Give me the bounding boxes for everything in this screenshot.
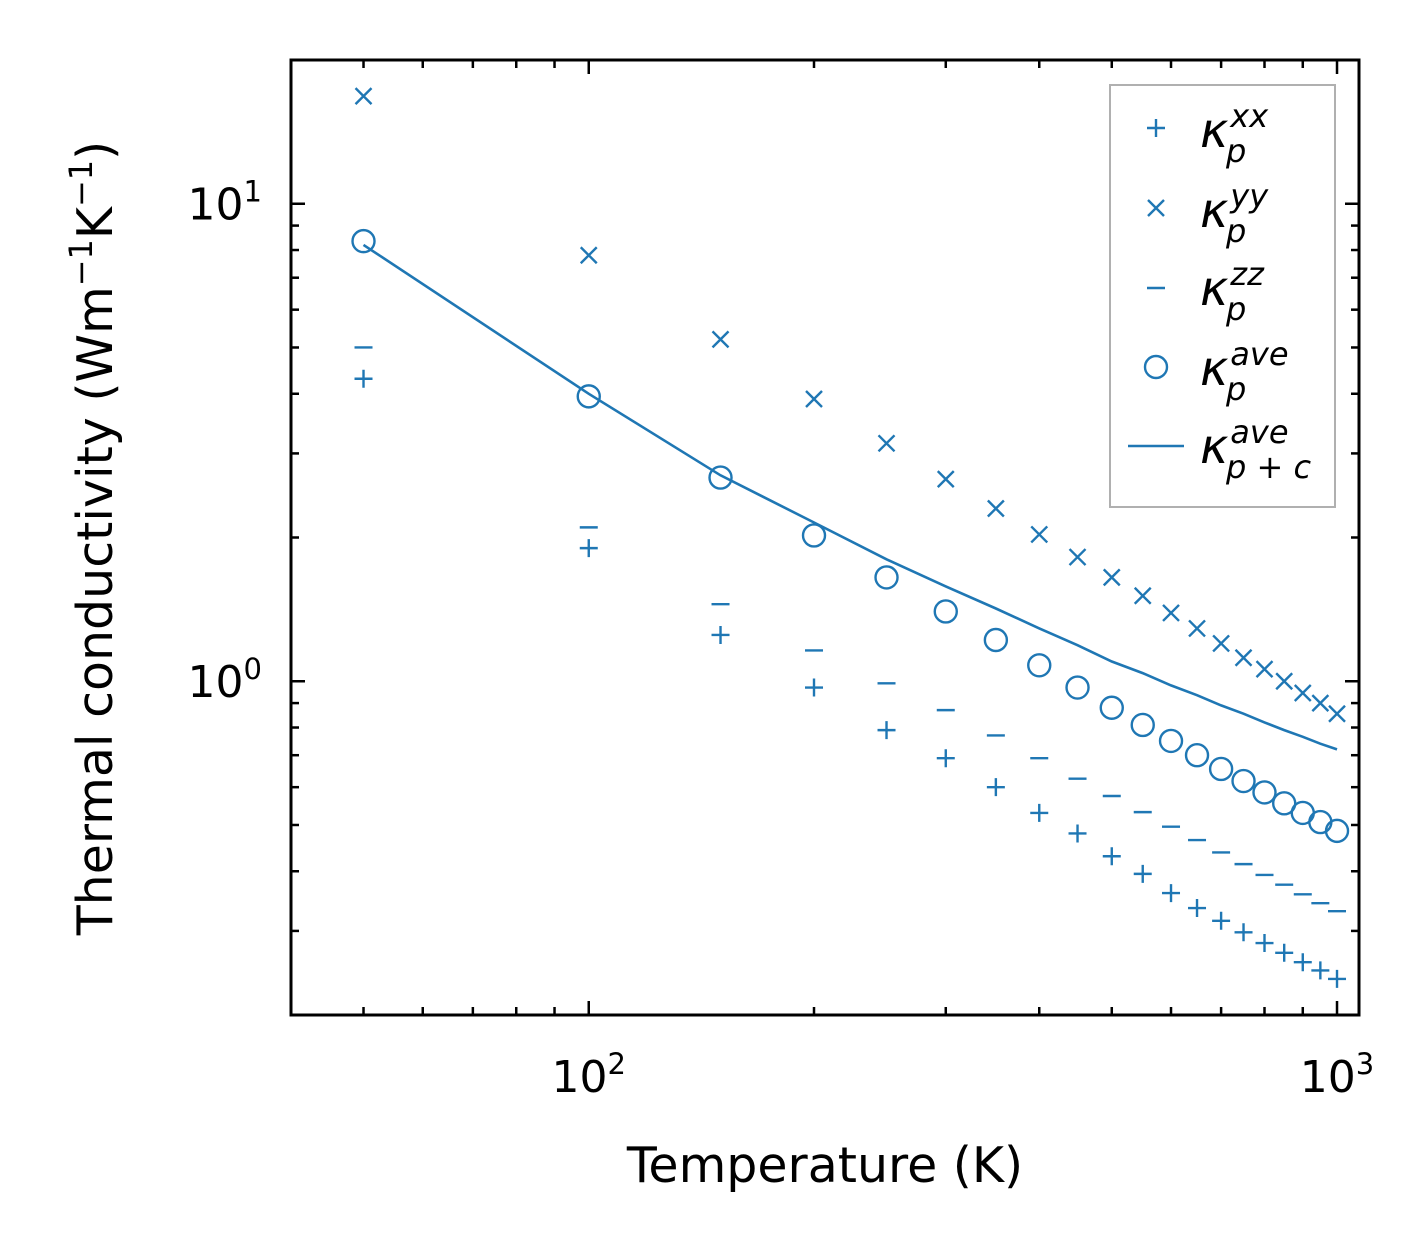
data-point	[1252, 780, 1277, 805]
data-point	[1030, 525, 1049, 544]
x-tick-label: 103	[1300, 1047, 1374, 1103]
data-point	[579, 246, 598, 265]
data-point	[1130, 712, 1155, 738]
data-point	[1255, 660, 1274, 679]
y-axis-title-sup1: −1	[62, 239, 100, 286]
legend-marker-x	[1147, 199, 1165, 217]
data-point	[805, 390, 823, 408]
data-point	[351, 228, 376, 254]
data-point	[1293, 953, 1312, 972]
data-point	[1184, 743, 1210, 768]
data-point	[354, 87, 373, 106]
data-point	[1162, 604, 1180, 622]
data-point	[579, 539, 598, 558]
data-point	[987, 499, 1005, 518]
y-axis-title: Thermal conductivity (Wm−1K−1)	[62, 141, 124, 937]
data-point	[1027, 653, 1052, 678]
data-point	[1212, 911, 1231, 930]
y-axis-title-sup2: −1	[62, 160, 100, 207]
data-point	[936, 470, 955, 488]
data-point	[1293, 684, 1312, 702]
data-point	[933, 599, 958, 624]
data-point	[874, 565, 899, 590]
data-point	[1324, 818, 1350, 844]
data-point	[354, 369, 373, 388]
data-point	[1234, 923, 1253, 942]
data-point	[1188, 619, 1206, 638]
series-kappa_p_plus_c_ave	[362, 243, 1338, 751]
x-axis-title: Temperature (K)	[626, 1137, 1023, 1194]
data-point	[1328, 704, 1346, 723]
y-tick-label: 100	[188, 652, 262, 708]
data-point	[936, 749, 955, 768]
data-point	[1133, 586, 1152, 605]
data-point	[711, 625, 730, 644]
data-point	[708, 465, 733, 490]
data-point	[1275, 672, 1294, 691]
data-point	[1311, 961, 1330, 980]
data-point	[983, 627, 1009, 653]
data-point	[576, 384, 601, 409]
data-point	[1030, 803, 1049, 822]
data-point	[877, 721, 896, 740]
legend-box	[1109, 84, 1336, 508]
tick-labels: 102 103 100 101	[188, 175, 1375, 1103]
y-axis-title-base: Thermal conductivity (Wm	[67, 286, 124, 936]
series-kappa_p_xx	[354, 369, 1347, 988]
legend-label-xx: κxx p	[1200, 97, 1269, 170]
data-point	[1188, 899, 1207, 918]
data-point	[877, 434, 896, 453]
data-point	[1068, 548, 1087, 566]
legend-marker-plus	[1147, 119, 1165, 137]
legend-marker-circle	[1143, 354, 1169, 380]
data-point	[805, 678, 824, 697]
data-point	[986, 778, 1005, 797]
data-point	[801, 523, 827, 548]
data-point	[1065, 675, 1090, 700]
x-tick-label: 102	[552, 1047, 626, 1103]
data-point	[1102, 847, 1121, 866]
y-axis-title-end: )	[67, 141, 124, 160]
legend-markers	[1128, 119, 1184, 448]
legend: κxx p κyy p κzz p κave p κave p + c	[1109, 84, 1336, 508]
legend-label-zz: κzz p	[1200, 255, 1265, 328]
series-line	[362, 243, 1338, 751]
legend-label-yy: κyy p	[1200, 177, 1269, 250]
plot-frame	[289, 58, 1361, 1017]
series-kappa_p_zz	[354, 346, 1347, 913]
data-point	[1212, 634, 1230, 653]
data-point	[1231, 768, 1256, 794]
y-tick-label: 101	[188, 175, 262, 231]
y-axis-title-mid: K	[67, 205, 124, 239]
data-point	[1102, 568, 1121, 587]
data-point	[1255, 934, 1274, 953]
data-point	[1275, 943, 1294, 962]
data-point	[1068, 824, 1087, 843]
data-point	[711, 330, 730, 349]
data-point	[1133, 864, 1152, 883]
legend-label-pc-ave: κave p + c	[1200, 413, 1311, 486]
plot-data	[351, 87, 1350, 988]
data-point	[1158, 728, 1184, 754]
data-point	[1328, 969, 1347, 988]
series-kappa_p_yy	[354, 87, 1346, 723]
data-point	[1162, 884, 1181, 903]
series-kappa_p_ave	[351, 228, 1350, 844]
data-point	[1208, 756, 1234, 782]
data-point	[1099, 695, 1124, 720]
data-point	[1234, 648, 1253, 667]
legend-label-ave: κave p	[1200, 335, 1289, 408]
data-point	[1311, 694, 1330, 712]
